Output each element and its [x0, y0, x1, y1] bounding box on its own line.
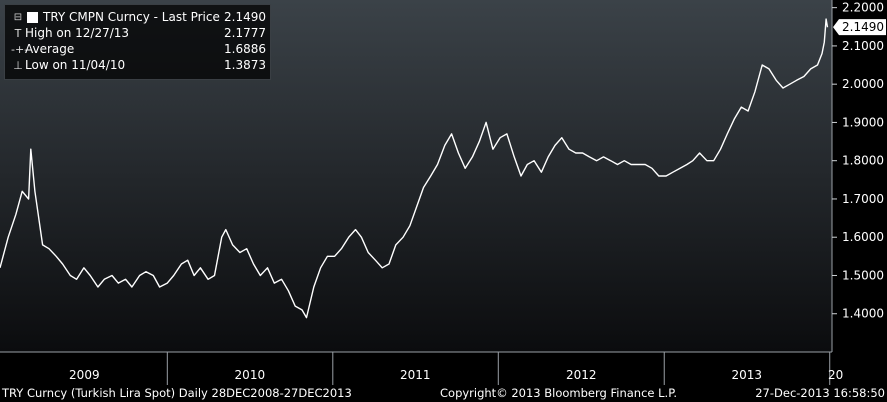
y-tick-label: 2.0000 [842, 77, 884, 91]
legend-last-value: 2.1490 [224, 9, 266, 24]
last-price-tag: 2.1490 [833, 19, 886, 36]
footer-security-description: TRY Curncy (Turkish Lira Spot) Daily 28D… [2, 386, 352, 400]
y-tick-label: 1.9000 [842, 115, 884, 129]
y-axis-ticks: 1.4000 1.5000 1.6000 1.7000 1.8000 1.9000 2.00… [832, 1, 884, 321]
price-line [0, 18, 829, 319]
legend-collapse-icon[interactable]: ⊟ [13, 11, 23, 23]
x-tick-label: 2009 [69, 368, 100, 382]
low-marker-icon: ⊥ [13, 58, 23, 72]
high-marker-icon: T [14, 26, 22, 40]
y-tick-label: 1.4000 [842, 307, 884, 321]
y-tick-label: 2.1000 [842, 39, 884, 53]
legend-low-label: Low on 11/04/10 [25, 57, 126, 72]
y-tick-label: 1.6000 [842, 230, 884, 244]
legend-row-average: -+- Average 1.6886 [11, 41, 266, 57]
right-axis-panel [832, 0, 887, 385]
x-axis-ticks: 2009 2010 2011 2012 2013 20 [69, 352, 843, 385]
legend-row-high: T High on 12/27/13 2.1777 [11, 25, 266, 41]
y-tick-label: 1.8000 [842, 154, 884, 168]
y-tick-label: 2.2000 [842, 1, 884, 15]
x-tick-label: 2010 [235, 368, 266, 382]
last-price-tag-shape [833, 19, 886, 36]
average-marker-icon: -+- [11, 42, 29, 56]
x-tick-label: 20 [828, 368, 843, 382]
legend-high-value: 2.1777 [224, 25, 266, 40]
x-tick-label: 2011 [400, 368, 431, 382]
y-tick-label: 1.5000 [842, 268, 884, 282]
footer-timestamp: 27-Dec-2013 16:58:50 [755, 386, 885, 400]
legend-high-label: High on 12/27/13 [25, 25, 130, 40]
legend-row-last-price: ⊟ TRY CMPN Curncy - Last Price 2.1490 [11, 9, 266, 25]
legend-average-value: 1.6886 [224, 41, 266, 56]
legend-low-value: 1.3873 [224, 57, 266, 72]
x-tick-label: 2012 [566, 368, 597, 382]
footer-bar: TRY Curncy (Turkish Lira Spot) Daily 28D… [0, 385, 887, 402]
footer-copyright: Copyright© 2013 Bloomberg Finance L.P. [440, 386, 677, 400]
x-axis-panel [0, 352, 832, 385]
legend-row-low: ⊥ Low on 11/04/10 1.3873 [11, 57, 266, 73]
price-line-group [0, 18, 829, 319]
x-tick-label: 2013 [731, 368, 762, 382]
legend-average-label: Average [25, 41, 75, 56]
legend-swatch [27, 11, 38, 23]
legend-box: ⊟ TRY CMPN Curncy - Last Price 2.1490 T … [4, 4, 271, 80]
last-price-tag-label: 2.1490 [842, 20, 884, 34]
legend-title: TRY CMPN Curncy - Last Price [43, 9, 220, 24]
y-tick-label: 1.7000 [842, 192, 884, 206]
